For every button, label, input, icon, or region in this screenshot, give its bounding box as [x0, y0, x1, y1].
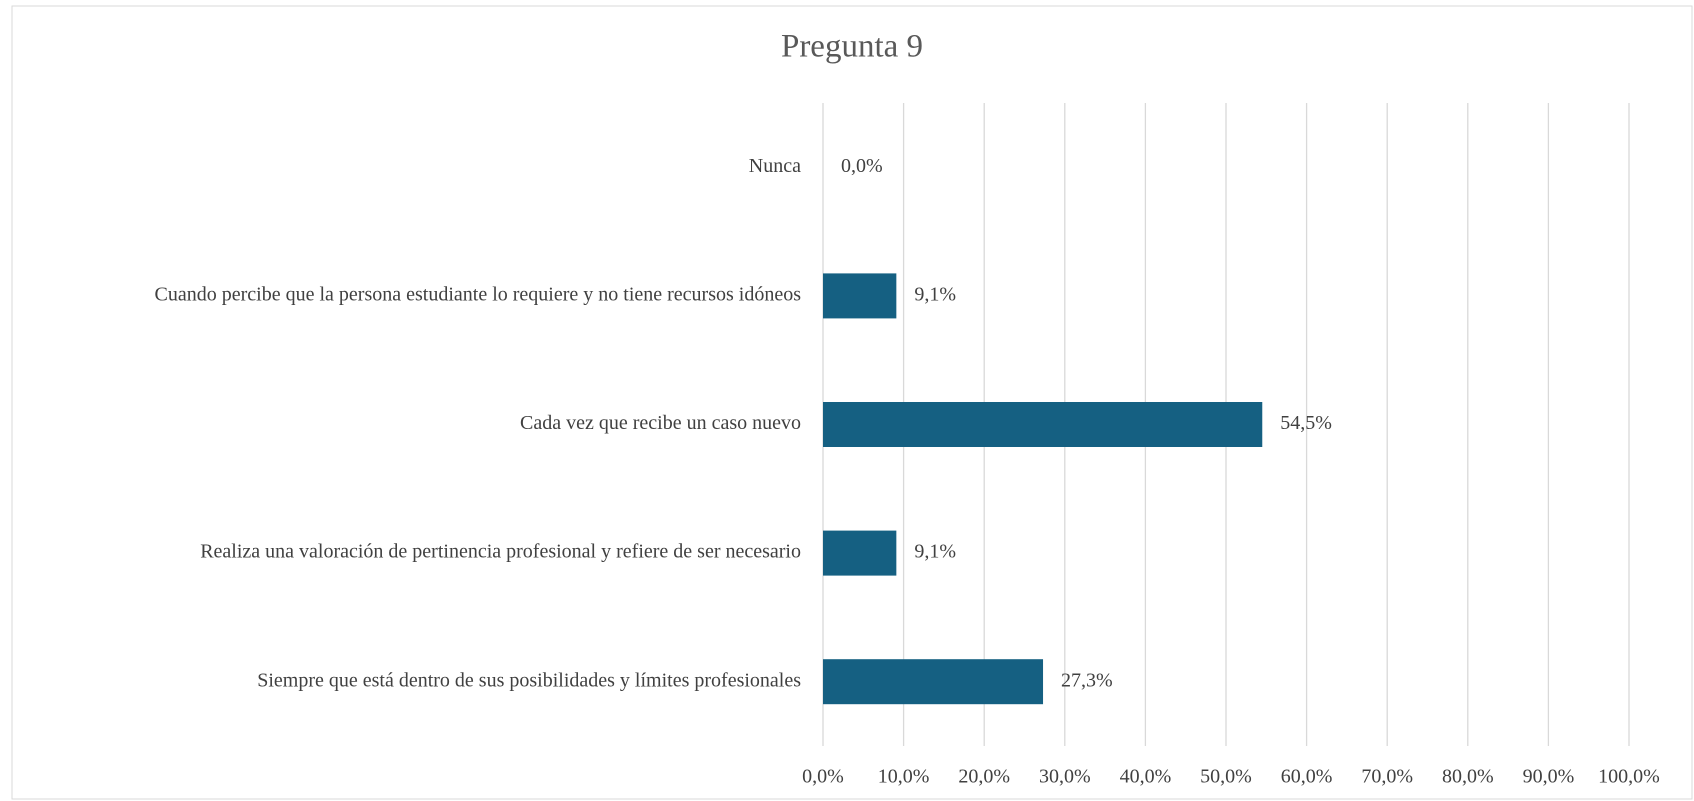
x-tick-label: 80,0%: [1442, 766, 1494, 788]
data-label: 27,3%: [1061, 669, 1113, 691]
x-tick-label: 90,0%: [1523, 766, 1575, 788]
y-tick-label: Siempre que está dentro de sus posibilid…: [257, 669, 801, 691]
y-tick-label: Realiza una valoración de pertinencia pr…: [200, 541, 801, 563]
x-tick-label: 10,0%: [878, 766, 930, 788]
y-tick-label: Cada vez que recibe un caso nuevo: [520, 412, 801, 434]
x-tick-label: 50,0%: [1200, 766, 1252, 788]
x-tick-label: 20,0%: [958, 766, 1010, 788]
bar: [823, 530, 897, 576]
data-label: 0,0%: [841, 155, 883, 177]
chart-title: Pregunta 9: [781, 29, 923, 65]
bar: [823, 402, 1263, 447]
data-label: 9,1%: [914, 541, 956, 563]
y-tick-label: Nunca: [749, 155, 801, 177]
x-tick-label: 0,0%: [802, 766, 844, 788]
bar: [823, 659, 1044, 705]
x-tick-label: 70,0%: [1361, 766, 1413, 788]
x-tick-label: 60,0%: [1281, 766, 1333, 788]
x-tick-label: 40,0%: [1120, 766, 1172, 788]
data-label: 9,1%: [914, 283, 956, 305]
x-tick-label: 30,0%: [1039, 766, 1091, 788]
bar: [823, 273, 897, 319]
x-tick-label: 100,0%: [1598, 766, 1660, 788]
data-label: 54,5%: [1280, 412, 1332, 434]
y-tick-label: Cuando percibe que la persona estudiante…: [155, 283, 802, 305]
